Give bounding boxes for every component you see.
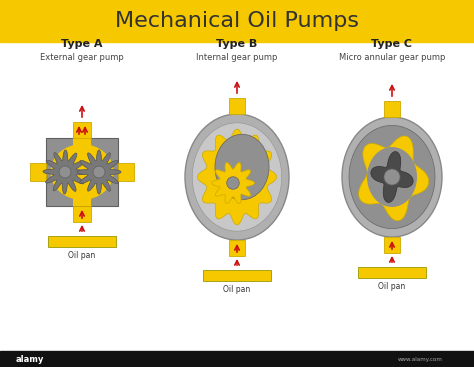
Bar <box>358 267 426 278</box>
Bar <box>73 122 91 138</box>
Circle shape <box>93 166 105 178</box>
Polygon shape <box>371 152 413 202</box>
Text: Type A: Type A <box>61 39 103 49</box>
Bar <box>73 138 91 206</box>
Text: Micro annular gear pump: Micro annular gear pump <box>339 53 445 62</box>
Ellipse shape <box>185 114 289 240</box>
Ellipse shape <box>192 123 282 231</box>
Text: Oil pan: Oil pan <box>68 251 96 260</box>
Ellipse shape <box>349 126 435 229</box>
Polygon shape <box>198 129 276 225</box>
Bar <box>0 351 474 367</box>
Text: Internal gear pump: Internal gear pump <box>196 53 278 62</box>
Circle shape <box>59 166 71 178</box>
Bar <box>229 98 245 114</box>
Bar <box>46 138 118 206</box>
Circle shape <box>227 177 239 189</box>
Bar <box>229 240 245 256</box>
Bar <box>0 0 474 42</box>
Text: alamy: alamy <box>16 355 44 363</box>
Text: Type B: Type B <box>216 39 258 49</box>
Polygon shape <box>359 136 429 221</box>
Text: Type C: Type C <box>372 39 412 49</box>
Bar <box>203 270 271 281</box>
Polygon shape <box>211 163 255 203</box>
Ellipse shape <box>50 144 114 200</box>
Polygon shape <box>77 150 121 194</box>
Bar <box>48 236 116 247</box>
Bar <box>118 163 134 181</box>
Bar <box>384 237 400 253</box>
Ellipse shape <box>342 117 442 237</box>
Text: Oil pan: Oil pan <box>378 282 406 291</box>
Ellipse shape <box>367 147 417 207</box>
Bar <box>73 206 91 222</box>
Text: www.alamy.com: www.alamy.com <box>398 356 442 361</box>
Bar <box>384 101 400 117</box>
Text: External gear pump: External gear pump <box>40 53 124 62</box>
Text: Oil pan: Oil pan <box>223 285 251 294</box>
Bar <box>30 163 46 181</box>
Circle shape <box>384 169 400 185</box>
Text: Mechanical Oil Pumps: Mechanical Oil Pumps <box>115 11 359 31</box>
Ellipse shape <box>215 134 269 200</box>
Polygon shape <box>43 150 87 194</box>
